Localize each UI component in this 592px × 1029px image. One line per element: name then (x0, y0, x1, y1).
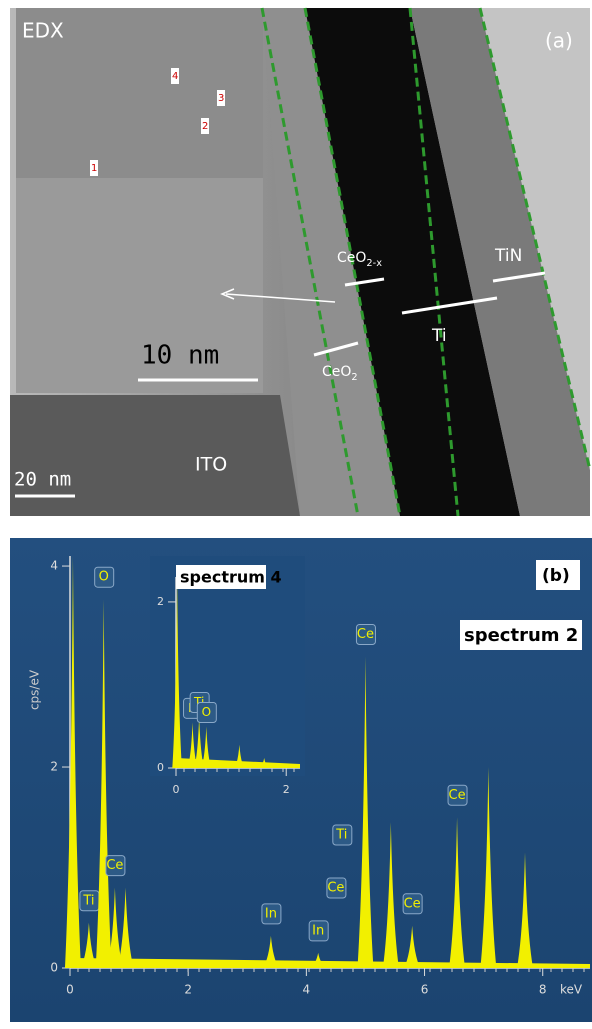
x-axis-label: keV (560, 983, 583, 997)
method-label: EDX (22, 19, 64, 43)
formula-base: CeO (337, 250, 366, 266)
layer-ito: ITO (195, 454, 227, 476)
x-tick-label: 4 (303, 983, 311, 997)
peak-label: O (202, 705, 211, 719)
layer-ti: Ti (431, 326, 447, 346)
point-label: 3 (218, 93, 224, 104)
formula-base: CeO (322, 364, 351, 380)
peak-label: Ti (82, 893, 94, 908)
y-tick-label: 0 (50, 961, 58, 975)
x-tick-label: 0 (173, 783, 180, 796)
y-tick-label: 2 (50, 760, 58, 774)
scale-inset: 10 nm (141, 341, 219, 371)
x-tick-label: 2 (184, 983, 192, 997)
peak-label: O (99, 570, 109, 585)
x-tick-label: 8 (539, 983, 547, 997)
layer-tin: TiN (494, 246, 522, 266)
figure: EDX(a)CeO2-xCeO2TiNTiITO10 nm20 nm1234 0… (0, 0, 592, 1025)
y-axis-label: cps/eV (28, 669, 42, 710)
peak-label: Ce (106, 858, 123, 873)
point-label: 4 (172, 71, 178, 82)
panel-label: (b) (542, 566, 570, 586)
peak-label: Ce (449, 788, 466, 803)
formula-subscript: 2-x (366, 258, 382, 269)
y-tick-label: 2 (157, 595, 164, 608)
panel-label: (a) (545, 29, 573, 53)
point-label: 2 (202, 121, 208, 132)
legend: spectrum 2 (464, 625, 578, 646)
inset-legend: spectrum 4 (180, 568, 282, 587)
scale-main: 20 nm (14, 469, 71, 491)
y-tick-label: 0 (157, 761, 164, 774)
formula-subscript: 2 (351, 372, 357, 383)
peak-label: Ce (404, 896, 421, 911)
x-tick-label: 6 (421, 983, 429, 997)
page: {"panel_a":{"method":"EDX","label":"(a)"… (0, 0, 592, 1025)
y-tick-label: 4 (50, 559, 58, 573)
x-tick-label: 0 (66, 983, 74, 997)
x-tick-label: 2 (283, 783, 290, 796)
peak-label: Ti (335, 828, 347, 843)
point-label: 1 (91, 163, 97, 174)
peak-label: Ce (357, 627, 374, 642)
peak-label: In (265, 906, 277, 921)
peak-label: In (312, 923, 324, 938)
peak-label: Ce (327, 881, 344, 896)
